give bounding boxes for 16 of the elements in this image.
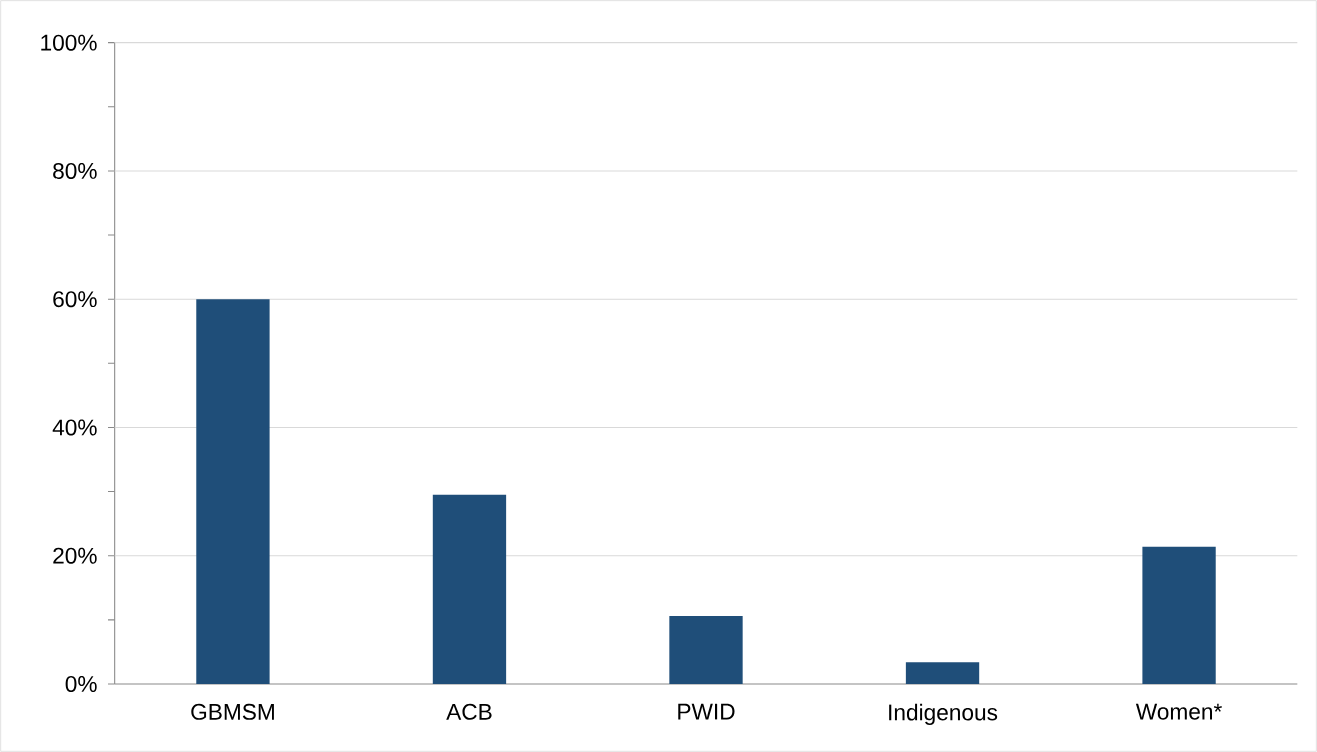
y-tick-label: 20% [53,547,97,564]
bar [432,494,507,684]
bar [1142,546,1216,684]
bar [196,299,270,684]
bar [669,616,743,684]
x-tick-label: GBMSM [191,703,274,720]
bar [905,662,980,684]
y-tick-label: 100% [41,34,97,51]
y-tick-label: 60% [53,291,97,308]
y-tick-label: 80% [53,162,97,179]
x-tick-label: ACB [446,703,492,720]
x-tick-label: Indigenous [889,703,998,725]
x-tick-label: Women* [1135,703,1222,720]
x-tick-label: PWID [678,703,735,720]
y-tick-label: 40% [52,419,97,436]
y-tick-label: 0% [65,675,97,693]
